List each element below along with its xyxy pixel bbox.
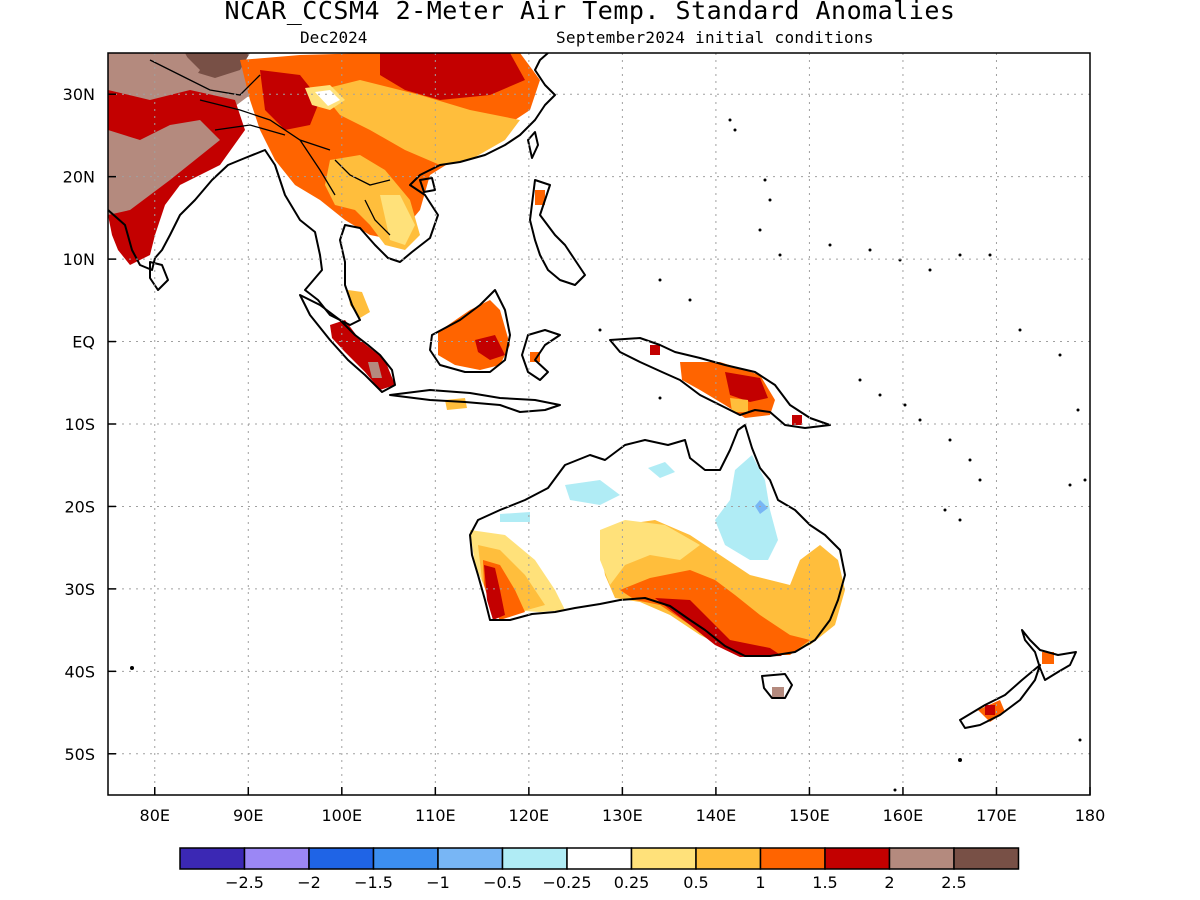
lon-tick-label: 170E xyxy=(976,806,1017,825)
halmahera-red-spot xyxy=(650,345,660,355)
colorbar-swatch xyxy=(888,847,955,870)
lon-tick-label: 110E xyxy=(415,806,456,825)
lat-tick-label: 30S xyxy=(64,580,95,599)
colorbar-swatch xyxy=(695,847,762,870)
lat-tick-label: 50S xyxy=(64,745,95,764)
lon-tick-label: 180 xyxy=(1075,806,1106,825)
australia-coast xyxy=(469,424,846,657)
colorbar-label: −2 xyxy=(297,873,321,892)
sri-lanka-coast xyxy=(149,261,169,291)
australia-blue-spot xyxy=(755,500,768,514)
lat-tick-label: 20S xyxy=(64,497,95,516)
asia-coastline xyxy=(108,53,556,326)
colorbar-label: −0.5 xyxy=(483,873,522,892)
colorbar-label: −1 xyxy=(426,873,450,892)
colorbar-label: −0.25 xyxy=(542,873,591,892)
nz-orange-spot xyxy=(1042,652,1054,664)
nz-south-coast xyxy=(959,664,1041,729)
colorbar-swatch xyxy=(630,847,697,870)
country-borders xyxy=(149,59,391,236)
colorbar-swatch xyxy=(308,847,375,870)
australia-orange-region xyxy=(620,570,810,655)
hainan-coast xyxy=(419,177,436,193)
colorbar-swatch xyxy=(759,847,826,870)
chart-title: NCAR_CCSM4 2-Meter Air Temp. Standard An… xyxy=(224,0,956,25)
lon-tick-label: 160E xyxy=(883,806,924,825)
colorbar-label: 1 xyxy=(755,873,765,892)
malaya-gold-region xyxy=(348,290,370,318)
colorbar-swatch xyxy=(824,847,891,870)
new-guinea-red-region xyxy=(725,372,768,402)
lat-tick-label: 30N xyxy=(63,85,95,104)
lon-tick-label: 90E xyxy=(233,806,263,825)
borneo-red-spot xyxy=(475,335,505,360)
taiwan-coast xyxy=(527,131,539,159)
colorbar-label: 1.5 xyxy=(812,873,837,892)
java-coast xyxy=(389,389,561,413)
lon-tick-label: 100E xyxy=(321,806,362,825)
colorbar-label: 2.5 xyxy=(941,873,966,892)
indochina-yellow-region xyxy=(380,195,415,245)
tasmania-coast xyxy=(761,673,793,699)
new-guinea-orange-region xyxy=(680,362,775,418)
forecast-month: Dec2024 xyxy=(300,28,368,47)
lat-tick-label: 40S xyxy=(64,662,95,681)
new-guinea-gold-spot xyxy=(730,398,748,412)
tibet-tan-region xyxy=(150,55,200,85)
nz-north-coast xyxy=(1021,629,1077,681)
china-red-region-2 xyxy=(260,70,320,130)
java-gold-spot xyxy=(445,398,467,410)
colorbar-swatch xyxy=(566,847,633,870)
australia-yellow-region xyxy=(600,520,700,585)
lat-tick-label: 20N xyxy=(63,168,95,187)
colorbar-swatch xyxy=(179,847,246,870)
initial-conditions: September2024 initial conditions xyxy=(556,28,874,47)
w-australia-red-region xyxy=(484,565,505,620)
philippines-coast xyxy=(529,179,586,286)
colorbar-label: 2 xyxy=(884,873,894,892)
png-red-spot xyxy=(792,415,802,425)
lat-tick-label: 10N xyxy=(63,250,95,269)
colorbar-swatch xyxy=(501,847,568,870)
new-guinea-coast xyxy=(609,337,831,429)
tibet-brown-region xyxy=(185,53,250,78)
sumatra-red-region xyxy=(330,320,395,390)
colorbar-label: 0.5 xyxy=(683,873,708,892)
tasmania-tan-spot xyxy=(772,687,784,697)
lat-tick-label: 10S xyxy=(64,415,95,434)
lon-tick-label: 120E xyxy=(509,806,550,825)
india-tan-region-2 xyxy=(108,120,220,215)
australia-cyan-east xyxy=(715,455,778,560)
sulawesi-coast xyxy=(521,329,561,381)
china-red-region xyxy=(380,53,525,100)
colorbar-swatch xyxy=(437,847,504,870)
lon-tick-label: 130E xyxy=(602,806,643,825)
colorbar-label: 0.25 xyxy=(614,873,650,892)
sumatra-coast xyxy=(299,294,396,393)
philippines-orange-spot xyxy=(535,190,545,205)
lon-tick-label: 80E xyxy=(140,806,170,825)
colorbar-label: −1.5 xyxy=(354,873,393,892)
colorbar-swatch xyxy=(953,847,1020,870)
australia-red-region xyxy=(655,598,782,657)
lon-tick-label: 140E xyxy=(696,806,737,825)
sumatra-tan-spot xyxy=(368,362,382,378)
china-gold-region xyxy=(320,80,520,165)
lon-tick-label: 150E xyxy=(789,806,830,825)
lat-tick-label: EQ xyxy=(72,333,95,352)
australia-cyan-north xyxy=(565,480,620,505)
australia-cyan-west xyxy=(500,512,530,522)
borneo-coast xyxy=(429,289,511,373)
colorbar-swatch xyxy=(243,847,310,870)
australia-cyan-north-2 xyxy=(648,462,675,478)
nz-red-spot xyxy=(985,705,995,715)
colorbar-swatch xyxy=(372,847,439,870)
colorbar-label: −2.5 xyxy=(225,873,264,892)
